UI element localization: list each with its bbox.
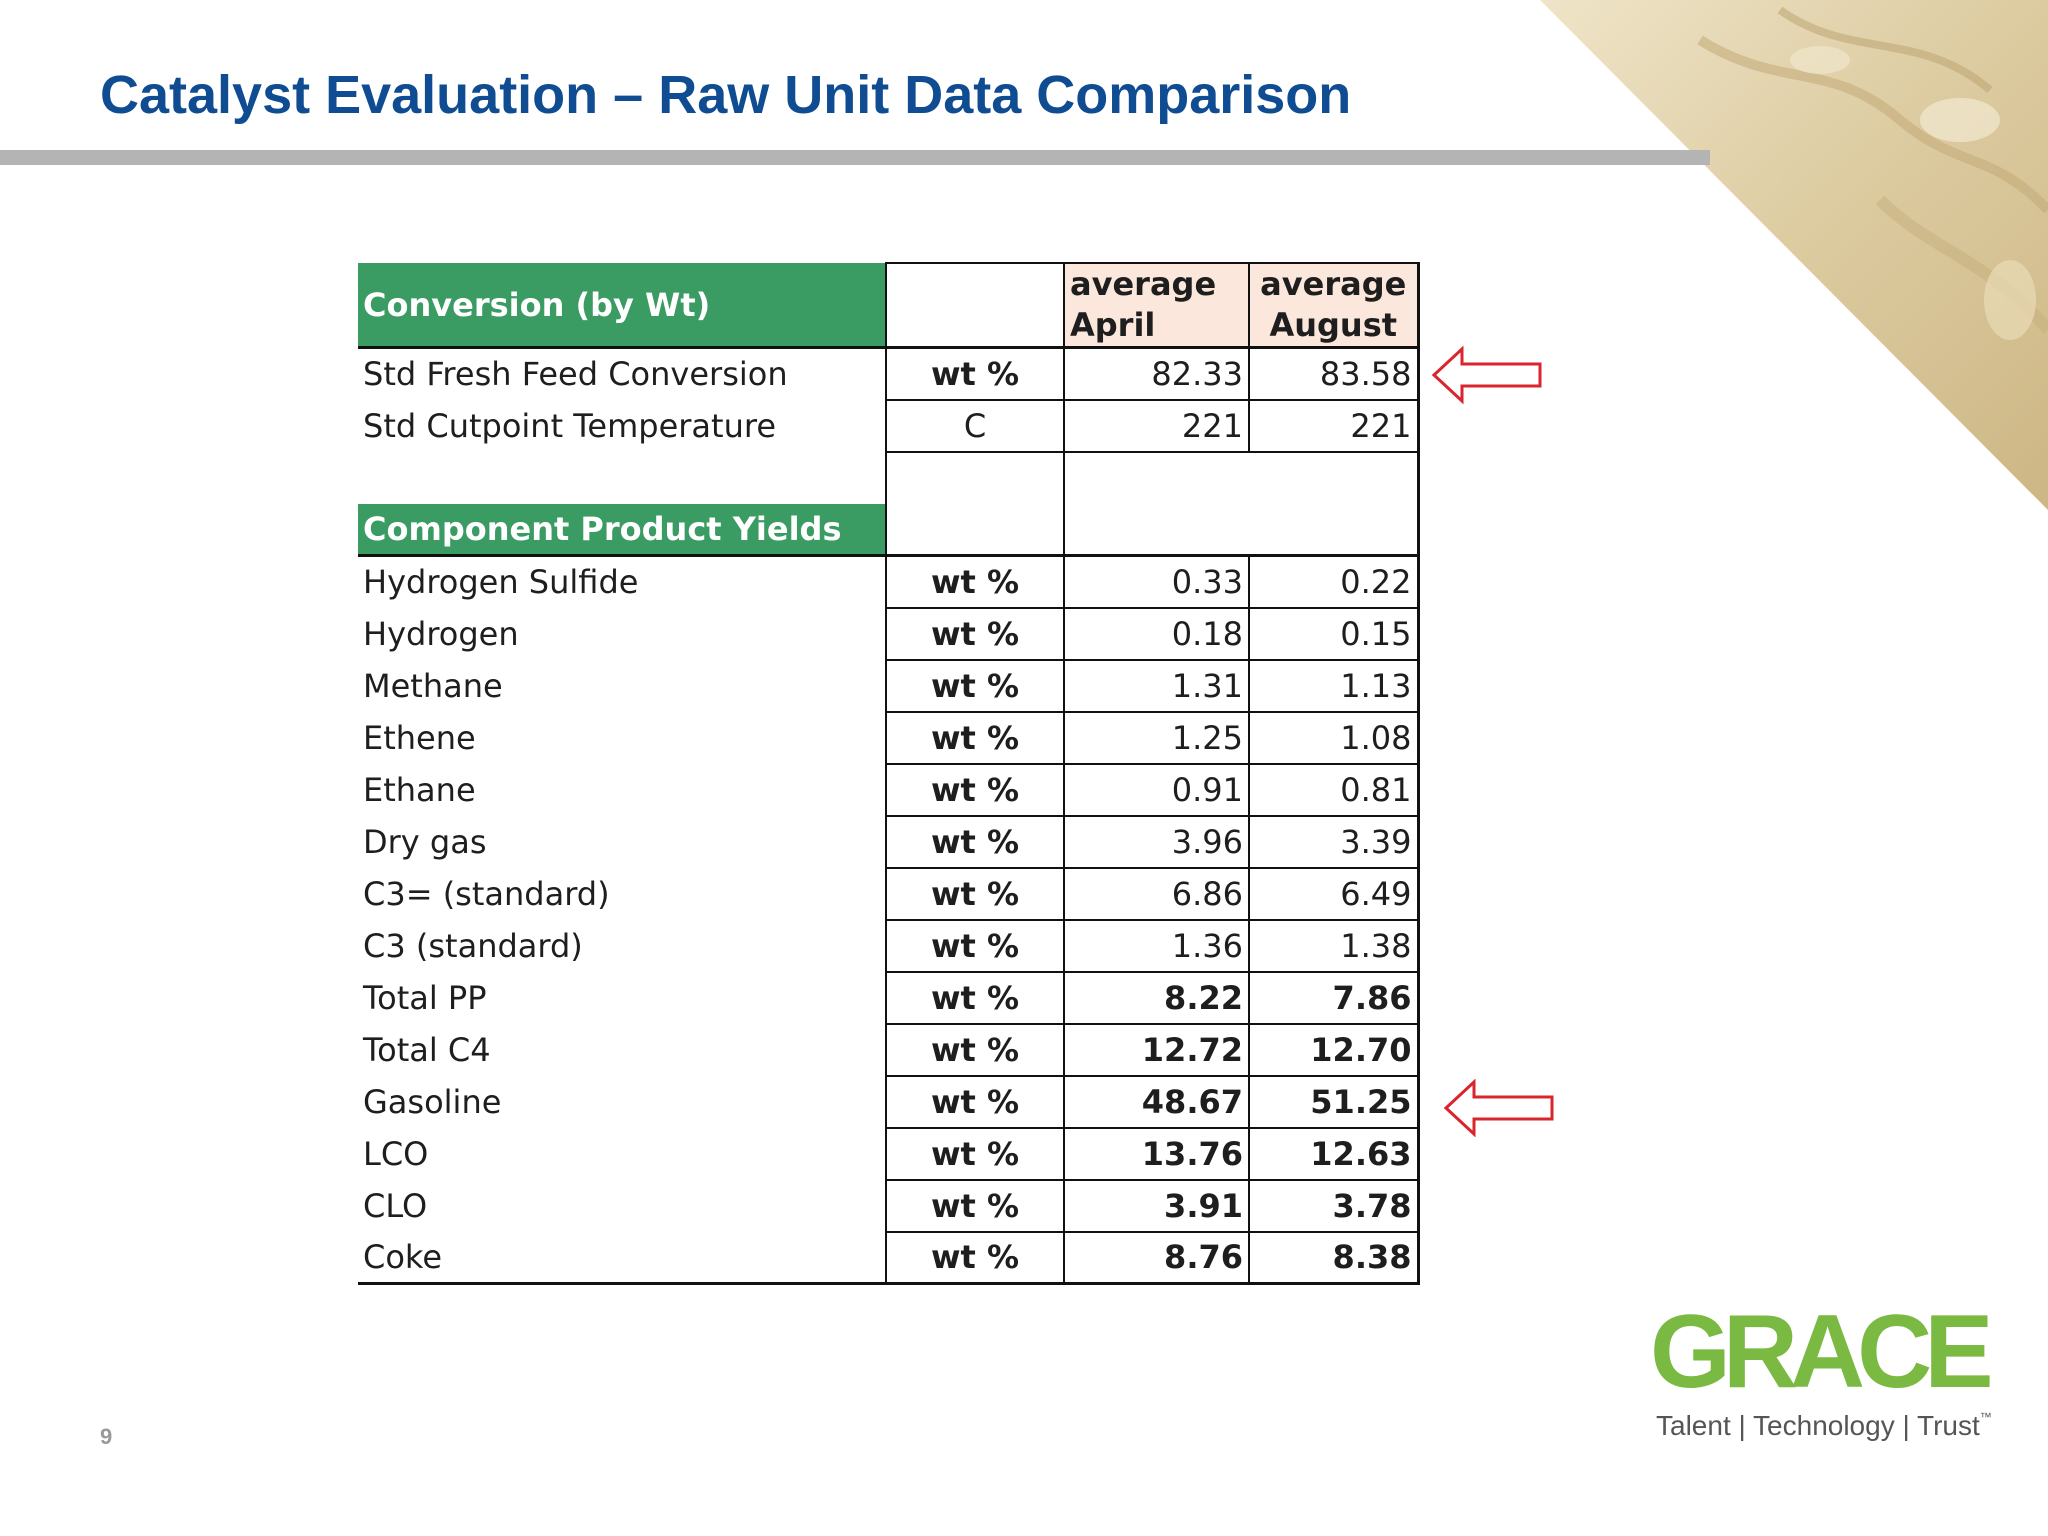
table-row: Hydrogen Sulfide wt % 0.33 0.22 [358,554,1420,608]
logo-wordmark: GRACE [1650,1294,1994,1410]
column-header-august: average August [1248,262,1420,348]
table-row: Gasoline wt % 48.67 51.25 [358,1074,1420,1128]
table-row: Total PP wt % 8.22 7.86 [358,970,1420,1024]
grace-logo: GRACE [1650,1294,1994,1410]
table-row: Coke wt % 8.76 8.38 [358,1230,1420,1285]
table-row: Methane wt % 1.31 1.13 [358,658,1420,712]
data-table: Conversion (by Wt) average April average… [358,262,1420,1285]
table-row: C3 (standard) wt % 1.36 1.38 [358,918,1420,972]
title-divider [0,150,1710,165]
section-header-row: Component Product Yields [358,503,1420,556]
logo-tagline: Talent | Technology | Trust™ [1656,1410,1992,1441]
page-number: 9 [100,1424,113,1449]
column-header-april: average April [1063,262,1249,348]
table-row: LCO wt % 13.76 12.63 [358,1126,1420,1180]
table-row: Total C4 wt % 12.72 12.70 [358,1022,1420,1076]
table-header-row: Conversion (by Wt) average April average… [358,262,1420,348]
page-title: Catalyst Evaluation – Raw Unit Data Comp… [100,65,1352,125]
table-row: Std Cutpoint Temperature C 221 221 [358,398,1420,452]
table-row: Hydrogen wt % 0.18 0.15 [358,606,1420,660]
table-row: Ethane wt % 0.91 0.81 [358,762,1420,816]
left-arrow-icon [1444,1079,1554,1137]
table-row: Dry gas wt % 3.96 3.39 [358,814,1420,868]
section-header-yields: Component Product Yields [358,503,886,556]
table-row: Std Fresh Feed Conversion wt % 82.33 83.… [358,346,1420,400]
spacer-row [358,450,1420,504]
table-row: CLO wt % 3.91 3.78 [358,1178,1420,1232]
table-row: C3= (standard) wt % 6.86 6.49 [358,866,1420,920]
table-row: Ethene wt % 1.25 1.08 [358,710,1420,764]
section-header-conversion: Conversion (by Wt) [358,263,886,348]
left-arrow-icon [1432,346,1542,404]
